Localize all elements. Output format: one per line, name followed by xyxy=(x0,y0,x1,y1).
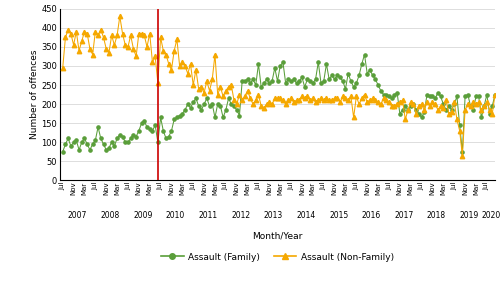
Text: 2009: 2009 xyxy=(133,211,152,220)
Text: 2018: 2018 xyxy=(427,211,446,220)
Text: 2013: 2013 xyxy=(264,211,283,220)
Text: 2015: 2015 xyxy=(329,211,348,220)
Text: 2014: 2014 xyxy=(296,211,316,220)
Text: 2011: 2011 xyxy=(198,211,218,220)
Text: 2017: 2017 xyxy=(394,211,413,220)
Legend: Assault (Family), Assault (Non-Family): Assault (Family), Assault (Non-Family) xyxy=(158,249,398,265)
Text: 2008: 2008 xyxy=(100,211,120,220)
Text: Month/Year: Month/Year xyxy=(252,232,302,241)
Text: 2007: 2007 xyxy=(68,211,87,220)
Text: 2016: 2016 xyxy=(362,211,381,220)
Text: 2019: 2019 xyxy=(460,211,479,220)
Text: 2020: 2020 xyxy=(482,211,500,220)
Text: 2012: 2012 xyxy=(231,211,250,220)
Text: 2010: 2010 xyxy=(166,211,185,220)
Y-axis label: Number of offences: Number of offences xyxy=(30,50,38,139)
